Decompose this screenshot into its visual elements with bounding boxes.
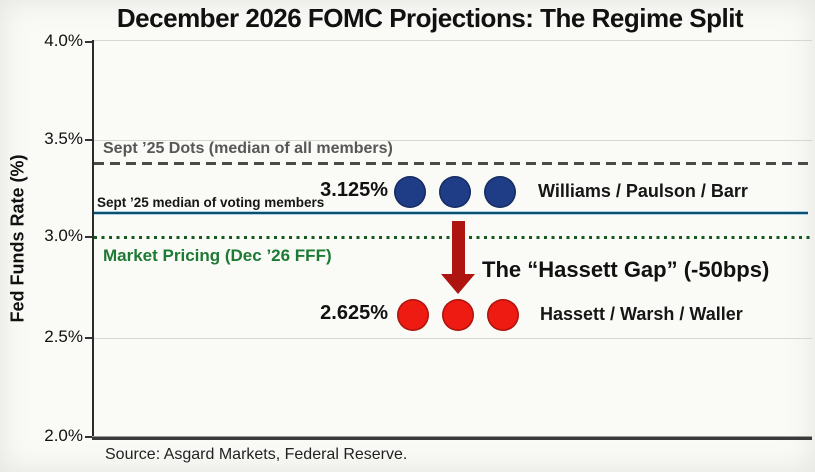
doves-value-label: 2.625% <box>320 302 388 324</box>
x-axis-line <box>92 436 812 440</box>
y-tick-label-3.5: 3.5% <box>44 129 83 148</box>
y-tick-mark <box>85 41 93 43</box>
y-tick-mark <box>85 436 93 438</box>
y-tick-mark <box>85 236 93 238</box>
blue-dot <box>484 176 516 208</box>
gridline-2.5 <box>93 338 812 339</box>
red-dot-group <box>397 299 519 331</box>
red-dot <box>397 299 429 331</box>
source-note: Source: Asgard Markets, Federal Reserve. <box>105 446 408 463</box>
blue-dot <box>439 176 471 208</box>
gridline-4.0 <box>93 40 812 41</box>
hassett-gap-annotation: The “Hassett Gap” (-50bps) <box>482 257 770 282</box>
sept25-all-members-dashed-line <box>94 162 810 165</box>
sept25-voting-median-label: Sept ’25 median of voting members <box>97 195 325 210</box>
gridline-3.5 <box>93 140 812 141</box>
red-dot <box>442 299 474 331</box>
gap-arrow-head-icon <box>441 274 475 294</box>
y-tick-mark <box>85 139 93 141</box>
chart-title: December 2026 FOMC Projections: The Regi… <box>116 3 744 33</box>
hawks-value-label: 3.125% <box>320 179 388 201</box>
blue-dot <box>394 176 426 208</box>
y-tick-label-2.5: 2.5% <box>44 327 83 346</box>
y-axis-line <box>92 40 94 438</box>
gap-arrow-shaft <box>452 221 465 275</box>
y-tick-label-3.0: 3.0% <box>44 226 83 245</box>
sept25-voting-median-line <box>94 211 808 215</box>
blue-dot-group <box>394 176 516 208</box>
doves-member-names: Hassett / Warsh / Waller <box>540 304 743 324</box>
y-tick-label-4.0: 4.0% <box>44 31 83 50</box>
y-tick-label-2.0: 2.0% <box>44 426 83 445</box>
sept25-all-members-label: Sept ’25 Dots (median of all members) <box>103 140 393 157</box>
y-tick-mark <box>85 337 93 339</box>
hawks-member-names: Williams / Paulson / Barr <box>538 181 748 201</box>
market-pricing-label: Market Pricing (Dec ’26 FFF) <box>103 246 332 265</box>
red-dot <box>487 299 519 331</box>
